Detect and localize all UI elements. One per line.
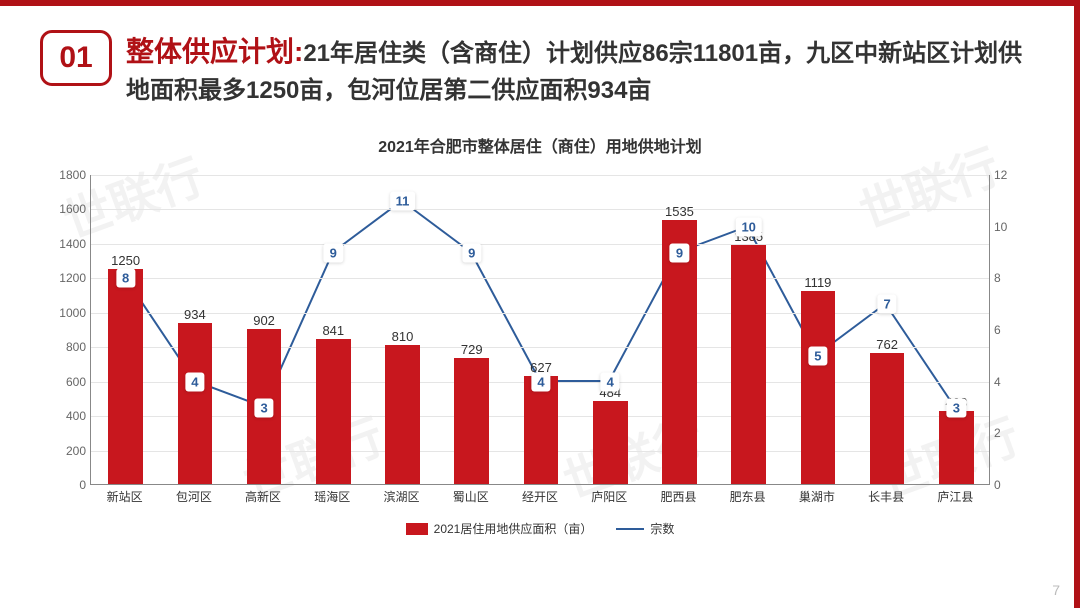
xtick-label: 长丰县: [868, 488, 904, 505]
title-emphasis: 整体供应计划:: [126, 36, 303, 67]
line-value-label: 3: [254, 398, 273, 417]
ytick-left: 1600: [40, 202, 86, 216]
section-badge: 01: [40, 30, 112, 86]
ytick-left: 1000: [40, 306, 86, 320]
bar-value-label: 1119: [804, 275, 831, 290]
grid-line: [91, 278, 989, 279]
grid-line: [91, 313, 989, 314]
line-value-label: 8: [116, 269, 135, 288]
xtick-label: 经开区: [522, 488, 558, 505]
bar: [870, 353, 905, 484]
ytick-left: 600: [40, 375, 86, 389]
ytick-right: 12: [994, 168, 1040, 182]
ytick-right: 2: [994, 426, 1040, 440]
ytick-right: 8: [994, 271, 1040, 285]
line-value-label: 10: [735, 217, 761, 236]
legend-line: 宗数: [616, 520, 674, 537]
line-value-label: 9: [670, 243, 689, 262]
grid-line: [91, 244, 989, 245]
ytick-left: 1800: [40, 168, 86, 182]
ytick-left: 200: [40, 444, 86, 458]
bar: [593, 401, 628, 484]
bar-value-label: 729: [461, 342, 483, 357]
bar: [801, 291, 836, 484]
bar-value-label: 810: [392, 329, 414, 344]
ytick-right: 10: [994, 220, 1040, 234]
ytick-left: 0: [40, 478, 86, 492]
legend-bar-label: 2021居住用地供应面积（亩）: [434, 520, 593, 537]
accent-border-top: [0, 0, 1080, 6]
xtick-label: 肥西县: [660, 488, 696, 505]
xtick-label: 巢湖市: [799, 488, 835, 505]
line-value-label: 4: [531, 372, 550, 391]
ytick-left: 1200: [40, 271, 86, 285]
xtick-label: 包河区: [176, 488, 212, 505]
title-block: 整体供应计划:21年居住类（含商住）计划供应86宗11801亩，九区中新站区计划…: [126, 30, 1040, 105]
legend: 2021居住用地供应面积（亩） 宗数: [40, 520, 1040, 537]
line-value-label: 3: [947, 398, 966, 417]
ytick-left: 800: [40, 340, 86, 354]
line-value-label: 5: [808, 346, 827, 365]
accent-border-right: [1074, 0, 1080, 608]
bar: [454, 358, 489, 484]
bar-value-label: 1535: [665, 204, 694, 219]
ytick-right: 4: [994, 375, 1040, 389]
bar: [108, 269, 143, 484]
xtick-label: 庐江县: [937, 488, 973, 505]
bar-value-label: 762: [876, 337, 898, 352]
line-value-label: 7: [878, 295, 897, 314]
combo-chart: 1250934902841810729627484153513851119762…: [40, 165, 1040, 545]
bar: [524, 376, 559, 484]
legend-line-label: 宗数: [650, 520, 674, 537]
bar-value-label: 934: [184, 307, 206, 322]
swatch-bar: [406, 523, 428, 535]
bar: [385, 345, 420, 485]
line-value-label: 11: [390, 191, 416, 210]
line-value-label: 9: [324, 243, 343, 262]
ytick-left: 400: [40, 409, 86, 423]
bar-value-label: 902: [253, 313, 275, 328]
bar: [316, 339, 351, 484]
xtick-label: 庐阳区: [591, 488, 627, 505]
line-value-label: 4: [601, 372, 620, 391]
chart-title: 2021年合肥市整体居住（商住）用地供地计划: [40, 133, 1040, 157]
xtick-label: 蜀山区: [453, 488, 489, 505]
xtick-label: 新站区: [107, 488, 143, 505]
swatch-line: [616, 528, 644, 530]
bar: [178, 323, 213, 484]
slide: 世联行 世联行 世联行 世联行 世联行 01 整体供应计划:21年居住类（含商住…: [0, 0, 1080, 608]
ytick-left: 1400: [40, 237, 86, 251]
ytick-right: 6: [994, 323, 1040, 337]
xtick-label: 瑶海区: [314, 488, 350, 505]
line-value-label: 4: [185, 372, 204, 391]
grid-line: [91, 175, 989, 176]
header: 01 整体供应计划:21年居住类（含商住）计划供应86宗11801亩，九区中新站…: [40, 30, 1040, 105]
bar: [939, 411, 974, 484]
bar-value-label: 841: [322, 323, 344, 338]
line-value-label: 9: [462, 243, 481, 262]
bar: [731, 245, 766, 484]
xtick-label: 滨湖区: [384, 488, 420, 505]
grid-line: [91, 209, 989, 210]
plot-area: 1250934902841810729627484153513851119762…: [90, 175, 990, 485]
bar-value-label: 1250: [111, 253, 140, 268]
grid-line: [91, 347, 989, 348]
page-number: 7: [1052, 582, 1060, 598]
xtick-label: 肥东县: [730, 488, 766, 505]
xtick-label: 高新区: [245, 488, 281, 505]
legend-bar: 2021居住用地供应面积（亩）: [406, 520, 593, 537]
ytick-right: 0: [994, 478, 1040, 492]
